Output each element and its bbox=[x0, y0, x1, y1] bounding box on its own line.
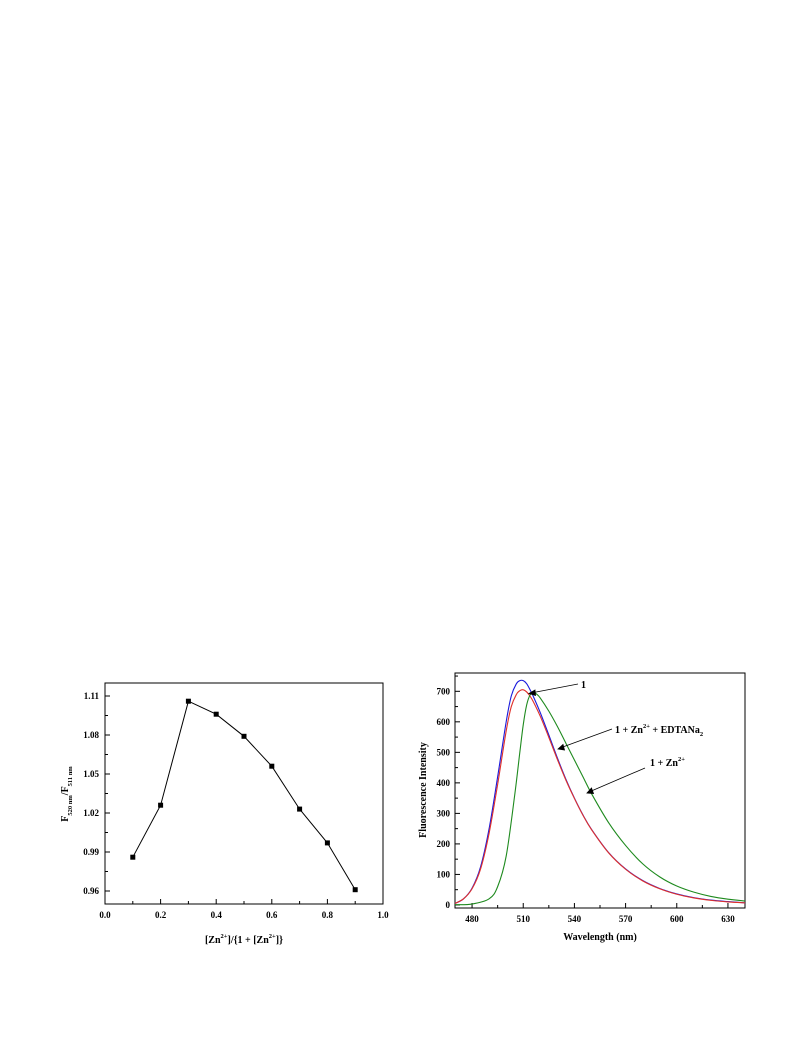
fluorescence-frame bbox=[454, 672, 746, 909]
spectrum-line-1 bbox=[454, 679, 746, 904]
spectrum-line-1-zn bbox=[454, 692, 746, 906]
job-plot-line bbox=[132, 700, 356, 890]
job-plot-y-tick-labels: 0.96 0.99 1.02 1.05 1.08 1.11 bbox=[83, 691, 99, 896]
x-tick-label: 0.2 bbox=[155, 910, 167, 920]
x-tick-label: 630 bbox=[721, 914, 735, 924]
y-tick-label: 1.02 bbox=[83, 808, 99, 818]
job-plot-x-axis-label: [Zn2+]/{1 + [Zn2+]} bbox=[205, 933, 283, 946]
data-point-marker bbox=[158, 802, 164, 808]
fluorescence-y-axis-label: Fluorescence Intensity bbox=[418, 742, 429, 838]
x-tick-label: 540 bbox=[568, 914, 582, 924]
y-tick-label: 1.05 bbox=[83, 769, 99, 779]
x-tick-label: 0.0 bbox=[99, 910, 111, 920]
fluorescence-x-axis-label: Wavelength (nm) bbox=[563, 932, 637, 943]
job-plot-frame bbox=[104, 682, 384, 905]
data-point-marker bbox=[185, 698, 191, 704]
y-tick-label: 700 bbox=[437, 686, 451, 696]
x-tick-label: 480 bbox=[465, 914, 479, 924]
x-tick-label: 0.8 bbox=[322, 910, 334, 920]
annotation-arrowhead-1 bbox=[528, 689, 536, 697]
annotation-arrow-2 bbox=[559, 728, 613, 749]
y-tick-label: 600 bbox=[437, 717, 451, 727]
annotation-label-2: 1 + Zn2+ + EDTANa2 bbox=[615, 723, 703, 738]
y-tick-label: 100 bbox=[437, 869, 451, 879]
data-point-marker bbox=[241, 733, 247, 739]
data-point-marker bbox=[130, 854, 136, 860]
data-point-marker bbox=[213, 711, 219, 717]
spectrum-line-1-zn-edta bbox=[454, 689, 746, 904]
data-point-marker bbox=[352, 887, 358, 893]
y-tick-label: 0.96 bbox=[83, 886, 99, 896]
job-plot-chart: 0.0 0.2 0.4 0.6 0.8 1.0 0.96 0.99 1.02 1.05 1.08 1… bbox=[60, 682, 389, 946]
annotation-arrow-1 bbox=[530, 683, 579, 694]
y-tick-label: 300 bbox=[437, 808, 451, 818]
data-point-marker bbox=[297, 806, 303, 812]
job-plot-ticks bbox=[104, 695, 384, 904]
y-tick-label: 200 bbox=[437, 839, 451, 849]
annotation-arrows bbox=[528, 683, 646, 794]
y-tick-label: 400 bbox=[437, 778, 451, 788]
annotation-arrowhead-3 bbox=[586, 787, 595, 794]
annotation-label-3: 1 + Zn2+ bbox=[650, 756, 685, 769]
data-point-marker bbox=[269, 763, 275, 769]
x-tick-label: 510 bbox=[516, 914, 530, 924]
x-tick-label: 0.4 bbox=[211, 910, 223, 920]
x-tick-label: 0.6 bbox=[266, 910, 278, 920]
annotation-arrow-3 bbox=[588, 767, 646, 793]
job-plot-x-tick-labels: 0.0 0.2 0.4 0.6 0.8 1.0 bbox=[99, 910, 389, 920]
fluorescence-series bbox=[454, 679, 746, 906]
fluorescence-y-tick-labels: 0 100 200 300 400 500 600 700 bbox=[437, 686, 451, 910]
job-plot-y-axis-label: F520 nm/F511 nm bbox=[60, 766, 74, 822]
x-tick-label: 570 bbox=[619, 914, 633, 924]
fluorescence-chart: 480 510 540 570 600 630 0 100 200 300 400 500 600 70… bbox=[418, 672, 746, 943]
job-plot-series bbox=[130, 698, 358, 893]
y-tick-label: 1.08 bbox=[83, 730, 99, 740]
y-tick-label: 1.11 bbox=[84, 691, 100, 701]
y-tick-label: 0 bbox=[446, 900, 451, 910]
y-tick-label: 0.99 bbox=[83, 847, 99, 857]
y-tick-label: 500 bbox=[437, 747, 451, 757]
x-tick-label: 600 bbox=[670, 914, 684, 924]
annotation-arrowhead-2 bbox=[557, 743, 566, 751]
fluorescence-x-tick-labels: 480 510 540 570 600 630 bbox=[465, 914, 735, 924]
x-tick-label: 1.0 bbox=[377, 910, 389, 920]
data-point-marker bbox=[324, 840, 330, 846]
annotation-label-1: 1 bbox=[581, 680, 586, 691]
